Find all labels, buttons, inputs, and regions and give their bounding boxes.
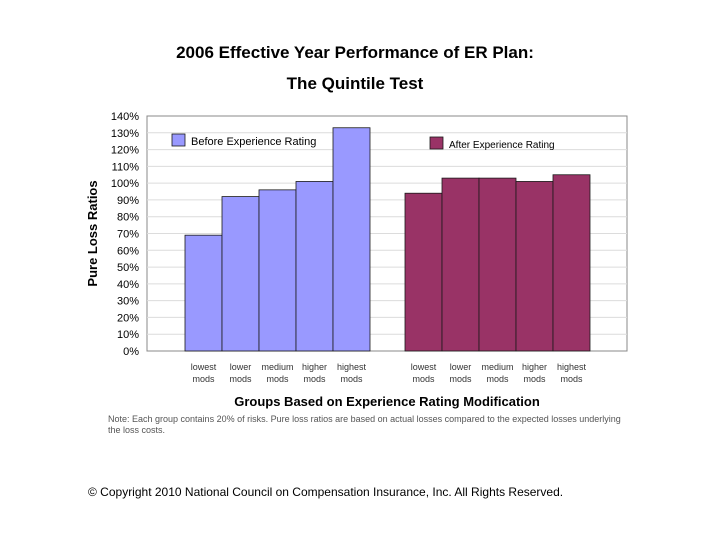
y-tick-label: 120%	[111, 145, 139, 157]
y-tick-label: 70%	[117, 229, 139, 241]
x-tick-label: mods	[486, 374, 509, 384]
x-tick-label: mods	[340, 374, 363, 384]
bar	[258, 189, 297, 352]
y-tick-label: 30%	[117, 296, 139, 308]
x-tick-label: mods	[412, 374, 435, 384]
x-tick-label: lowest	[191, 362, 217, 372]
bar	[221, 196, 260, 352]
x-tick-label: lower	[230, 362, 252, 372]
y-tick-label: 110%	[112, 161, 140, 173]
bar	[478, 177, 517, 352]
y-tick-label: 10%	[117, 329, 139, 341]
legend-label: After Experience Rating	[449, 140, 555, 151]
y-tick-label: 20%	[117, 312, 139, 324]
y-tick-label: 80%	[117, 212, 139, 224]
y-tick-label: 90%	[117, 195, 139, 207]
bar	[332, 127, 371, 352]
x-tick-label: lowest	[411, 362, 437, 372]
x-tick-label: mods	[229, 374, 252, 384]
x-tick-label: highest	[557, 362, 587, 372]
y-tick-label: 60%	[117, 245, 139, 257]
chart-note: Note: Each group contains 20% of risks. …	[108, 414, 621, 435]
bar	[184, 234, 223, 352]
legend-swatch	[171, 133, 186, 147]
y-axis-label: Pure Loss Ratios	[85, 180, 100, 286]
y-tick-label: 0%	[123, 346, 139, 358]
x-tick-label: mods	[560, 374, 583, 384]
bar	[404, 192, 443, 352]
x-tick-label: medium	[481, 362, 513, 372]
y-tick-label: 140%	[111, 111, 139, 123]
chart-subtitle: The Quintile Test	[286, 74, 424, 93]
x-tick-label: mods	[523, 374, 546, 384]
legend-swatch	[429, 136, 444, 150]
x-tick-label: highest	[337, 362, 367, 372]
y-tick-label: 100%	[111, 178, 139, 190]
x-tick-label: medium	[261, 362, 293, 372]
x-tick-label: lower	[450, 362, 472, 372]
legend-label: Before Experience Rating	[191, 136, 316, 148]
y-tick-label: 130%	[111, 128, 139, 140]
y-tick-label: 50%	[117, 262, 139, 274]
x-tick-label: higher	[522, 362, 547, 372]
y-tick-label: 40%	[117, 279, 139, 291]
bar	[552, 174, 591, 352]
x-tick-label: higher	[302, 362, 327, 372]
x-axis-label: Groups Based on Experience Rating Modifi…	[234, 394, 540, 409]
x-tick-label: mods	[192, 374, 215, 384]
chart-title: 2006 Effective Year Performance of ER Pl…	[176, 43, 534, 62]
bar	[441, 177, 480, 352]
x-tick-label: mods	[449, 374, 472, 384]
x-tick-label: mods	[303, 374, 326, 384]
x-tick-label: mods	[266, 374, 289, 384]
bar	[515, 181, 554, 352]
copyright-text: © Copyright 2010 National Council on Com…	[88, 485, 564, 499]
bar	[295, 181, 334, 352]
